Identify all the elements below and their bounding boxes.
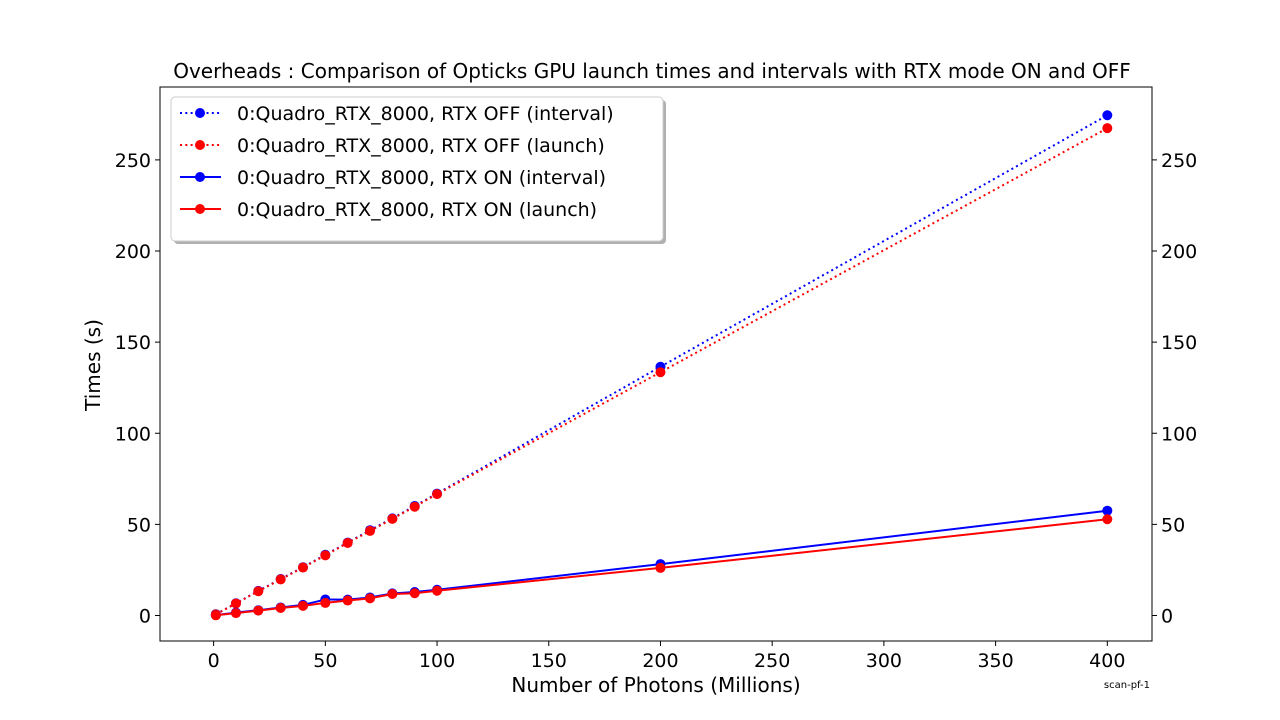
data-point-s4-8 — [365, 593, 376, 604]
right-y-tick-label: 250 — [1161, 150, 1197, 172]
data-point-s2-12 — [655, 367, 666, 378]
data-point-s4-7 — [342, 595, 353, 606]
x-axis-title: Number of Photons (Millions) — [511, 673, 800, 697]
right-y-tick-label: 50 — [1161, 514, 1185, 536]
y-tick-label: 0 — [139, 605, 151, 627]
data-point-s4-11 — [432, 585, 443, 596]
data-point-s2-5 — [297, 562, 308, 573]
data-point-s4-1 — [210, 610, 221, 621]
x-tick-label: 0 — [208, 650, 220, 672]
x-tick-label: 150 — [531, 650, 567, 672]
y-tick-label: 50 — [127, 514, 151, 536]
legend-label-4: 0:Quadro_RTX_8000, RTX ON (launch) — [237, 199, 597, 221]
chart-title: Overheads : Comparison of Opticks GPU la… — [173, 59, 1131, 83]
right-y-tick-label: 200 — [1161, 241, 1197, 263]
x-tick-label: 350 — [977, 650, 1013, 672]
x-tick-label: 400 — [1089, 650, 1125, 672]
right-y-tick-label: 0 — [1161, 605, 1173, 627]
series-layer — [210, 110, 1113, 621]
data-point-s3-13 — [1102, 505, 1113, 516]
x-tick-label: 200 — [642, 650, 678, 672]
data-point-s4-3 — [253, 605, 264, 616]
footnote: scan-pf-1 — [1104, 680, 1150, 691]
legend-marker-4 — [195, 204, 205, 214]
data-point-s4-2 — [230, 608, 241, 619]
data-point-s2-10 — [409, 501, 420, 512]
legend-box — [170, 96, 664, 242]
data-point-s4-5 — [297, 600, 308, 611]
y-tick-label: 100 — [115, 423, 151, 445]
data-point-s4-9 — [387, 588, 398, 599]
legend-marker-1 — [195, 108, 205, 118]
plot-frame — [159, 86, 1153, 642]
x-tick-label: 300 — [866, 650, 902, 672]
legend-label-1: 0:Quadro_RTX_8000, RTX OFF (interval) — [237, 103, 614, 125]
legend-marker-2 — [195, 140, 205, 150]
data-point-s4-12 — [655, 562, 666, 573]
data-point-s2-8 — [365, 525, 376, 536]
data-point-s2-6 — [320, 550, 331, 561]
data-point-s2-9 — [387, 513, 398, 524]
axes-layer: 0 50 100 150 200 250 300 350 400 0 0 50 50 100 100 150 1… — [115, 86, 1197, 672]
right-y-tick-label: 100 — [1161, 423, 1197, 445]
y-tick-label: 150 — [115, 332, 151, 354]
legend: 0:Quadro_RTX_8000, RTX OFF (interval) 0:Q… — [170, 96, 666, 244]
legend-marker-3 — [195, 172, 205, 182]
data-point-s2-7 — [342, 537, 353, 548]
y-tick-label: 250 — [115, 150, 151, 172]
data-point-s4-13 — [1102, 514, 1113, 525]
data-point-s2-13 — [1102, 123, 1113, 134]
y-axis-title: Times (s) — [81, 319, 105, 412]
legend-label-2: 0:Quadro_RTX_8000, RTX OFF (launch) — [237, 135, 605, 157]
data-point-s2-4 — [275, 574, 286, 585]
right-y-tick-label: 150 — [1161, 332, 1197, 354]
data-point-s4-4 — [275, 603, 286, 614]
data-point-s4-10 — [409, 588, 420, 599]
data-point-s1-13 — [1102, 110, 1113, 121]
data-point-s2-3 — [253, 586, 264, 597]
data-point-s4-6 — [320, 597, 331, 608]
data-point-s2-2 — [230, 598, 241, 609]
legend-label-3: 0:Quadro_RTX_8000, RTX ON (interval) — [237, 167, 606, 189]
data-point-s2-11 — [432, 489, 443, 500]
x-tick-label: 100 — [419, 650, 455, 672]
x-tick-label: 250 — [754, 650, 790, 672]
y-tick-label: 200 — [115, 241, 151, 263]
x-tick-label: 50 — [313, 650, 337, 672]
